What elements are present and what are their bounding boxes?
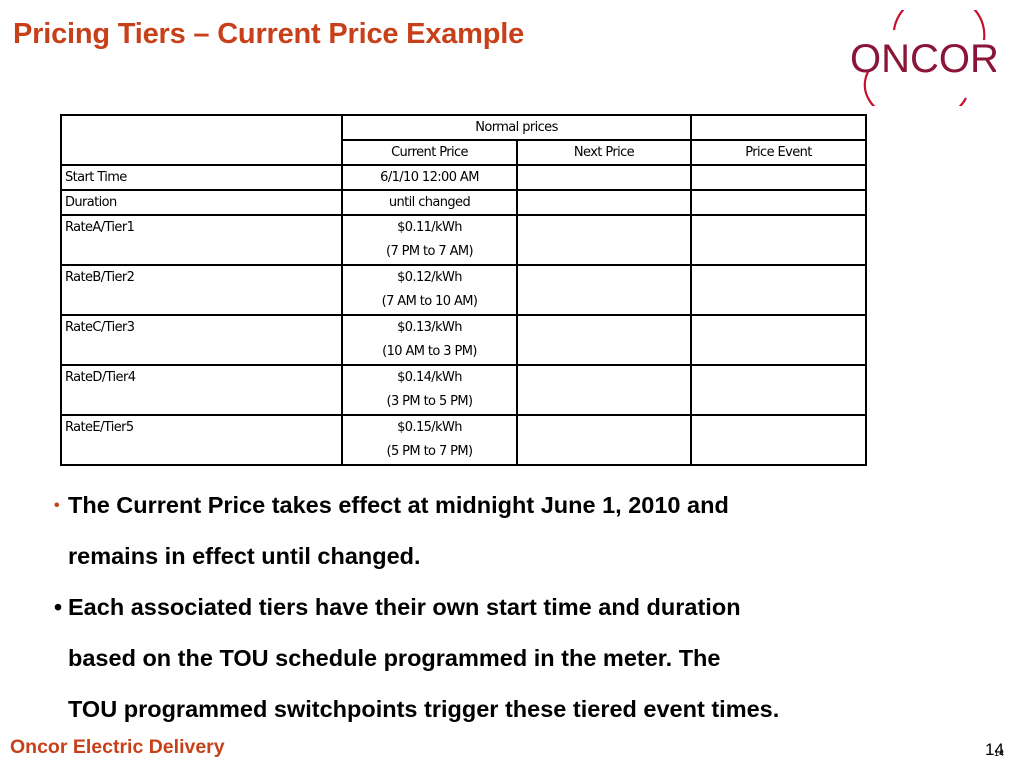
row-label: Start Time xyxy=(60,164,343,191)
price-event-cell xyxy=(690,264,867,316)
row-label: RateB/Tier2 xyxy=(60,264,343,316)
col-header-current-price: Current Price xyxy=(341,139,518,166)
next-price-cell xyxy=(516,364,692,416)
table-header-row-group: Normal prices xyxy=(60,114,867,166)
normal-prices-header: Normal prices xyxy=(341,114,692,141)
table-row: Start Time 6/1/10 12:00 AM xyxy=(60,164,867,191)
current-price-cell: $0.12/kWh (7 AM to 10 AM) xyxy=(341,264,518,316)
current-price-cell: $0.13/kWh (10 AM to 3 PM) xyxy=(341,314,518,366)
rate-value: $0.14/kWh xyxy=(397,370,462,385)
price-event-cell xyxy=(690,414,867,466)
next-price-cell xyxy=(516,189,692,216)
logo-wordmark: ONCOR xyxy=(850,37,996,81)
table-row: RateD/Tier4 $0.14/kWh (3 PM to 5 PM) xyxy=(60,364,867,416)
current-price-cell: $0.15/kWh (5 PM to 7 PM) xyxy=(341,414,518,466)
bullet-text-line: based on the TOU schedule programmed in … xyxy=(68,645,721,671)
bullet-text-line: Each associated tiers have their own sta… xyxy=(68,594,741,620)
next-price-cell xyxy=(516,214,692,266)
col-header-next-price: Next Price xyxy=(516,139,692,166)
rate-period: (3 PM to 5 PM) xyxy=(386,394,474,409)
bullet-list: • The Current Price takes effect at midni… xyxy=(54,480,954,735)
table-header-blank xyxy=(690,114,867,141)
col-header-price-event: Price Event xyxy=(690,139,867,166)
row-label: RateD/Tier4 xyxy=(60,364,343,416)
rate-period: (7 AM to 10 AM) xyxy=(381,294,478,309)
bullet-text-line: remains in effect until changed. xyxy=(68,543,421,569)
next-price-cell xyxy=(516,414,692,466)
next-price-cell xyxy=(516,264,692,316)
price-event-cell xyxy=(690,364,867,416)
footer-company: Oncor Electric Delivery xyxy=(10,736,225,758)
next-price-cell xyxy=(516,164,692,191)
bullet-item: • Each associated tiers have their own st… xyxy=(54,582,954,735)
bullet-text-line: The Current Price takes effect at midnig… xyxy=(68,492,729,518)
bullet-item: • The Current Price takes effect at midni… xyxy=(54,480,954,582)
rate-period: (10 AM to 3 PM) xyxy=(382,344,477,359)
table-row: Duration until changed xyxy=(60,189,867,216)
current-price-cell: $0.14/kWh (3 PM to 5 PM) xyxy=(341,364,518,416)
table-row: RateC/Tier3 $0.13/kWh (10 AM to 3 PM) xyxy=(60,314,867,366)
page-title: Pricing Tiers – Current Price Example xyxy=(13,18,525,50)
next-price-cell xyxy=(516,314,692,366)
price-event-cell xyxy=(690,164,867,191)
row-label: RateA/Tier1 xyxy=(60,214,343,266)
oncor-logo: ONCOR xyxy=(848,10,996,106)
bullet-marker: • xyxy=(54,594,63,620)
table-header-row: Current Price Next Price Price Event xyxy=(61,139,867,166)
rate-value: $0.11/kWh xyxy=(397,220,462,235)
rate-value: $0.12/kWh xyxy=(397,270,462,285)
row-label: RateE/Tier5 xyxy=(60,414,343,466)
current-price-cell: until changed xyxy=(341,189,518,216)
table-row: RateB/Tier2 $0.12/kWh (7 AM to 10 AM) xyxy=(60,264,867,316)
rate-value: $0.15/kWh xyxy=(397,420,462,435)
row-label: Duration xyxy=(60,189,343,216)
current-price-cell: 6/1/10 12:00 AM xyxy=(341,164,518,191)
price-event-cell xyxy=(690,189,867,216)
table-corner-cell xyxy=(60,114,343,166)
rate-value: $0.13/kWh xyxy=(397,320,462,335)
row-label: RateC/Tier3 xyxy=(60,314,343,366)
table-row: RateA/Tier1 $0.11/kWh (7 PM to 7 AM) xyxy=(60,214,867,266)
current-price-cell: $0.11/kWh (7 PM to 7 AM) xyxy=(341,214,518,266)
price-event-cell xyxy=(690,314,867,366)
bullet-marker: • xyxy=(54,497,60,514)
footer-page-number-small: 14 xyxy=(994,748,1005,758)
rate-period: (5 PM to 7 PM) xyxy=(386,444,474,459)
footer-page-number: 14 xyxy=(985,740,1004,759)
table-row: RateE/Tier5 $0.15/kWh (5 PM to 7 PM) xyxy=(60,414,867,466)
bullet-text-line: TOU programmed switchpoints trigger thes… xyxy=(68,696,780,722)
rate-period: (7 PM to 7 AM) xyxy=(385,244,474,259)
pricing-table: Normal prices Current Price Next Price P… xyxy=(60,114,867,466)
price-event-cell xyxy=(690,214,867,266)
